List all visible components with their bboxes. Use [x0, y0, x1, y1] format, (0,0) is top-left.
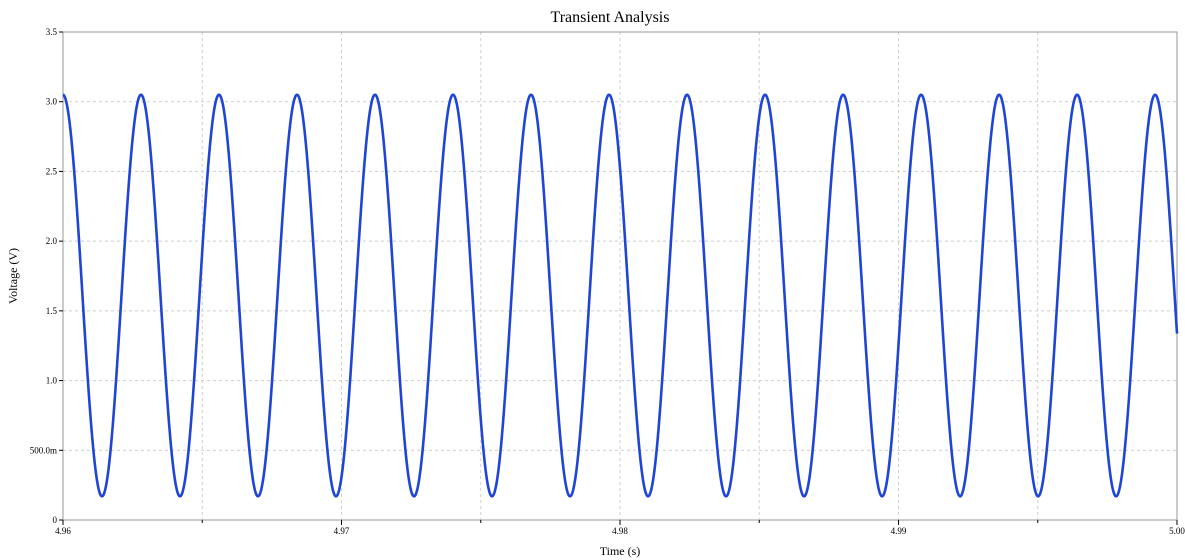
x-tick-label: 4.96 [55, 526, 71, 536]
y-tick-label: 1.0 [46, 376, 58, 386]
x-tick-label: 4.99 [891, 526, 907, 536]
grid [63, 32, 1177, 520]
x-tick-label: 4.98 [612, 526, 628, 536]
chart-title: Transient Analysis [551, 9, 670, 26]
y-tick-label: 2.0 [46, 236, 58, 246]
series-line [62, 93, 1179, 498]
y-axis-ticks: 0 500.0m 1.0 1.5 2.0 2.5 3.0 3.5 [30, 27, 63, 525]
y-axis-title: Voltage (V) [6, 248, 20, 304]
y-tick-label: 0 [53, 515, 58, 525]
y-tick-label: 500.0m [30, 445, 57, 455]
y-tick-label: 1.5 [46, 306, 58, 316]
x-tick-label: 5.00 [1169, 526, 1185, 536]
x-tick-label: 4.97 [334, 526, 350, 536]
x-axis-title: Time (s) [600, 544, 641, 558]
y-tick-label: 3.5 [46, 27, 58, 37]
x-axis-ticks: 4.96 4.97 4.98 4.99 5.00 [55, 520, 1185, 536]
series-layer [62, 93, 1179, 498]
y-tick-label: 2.5 [46, 166, 58, 176]
y-tick-label: 3.0 [46, 97, 58, 107]
